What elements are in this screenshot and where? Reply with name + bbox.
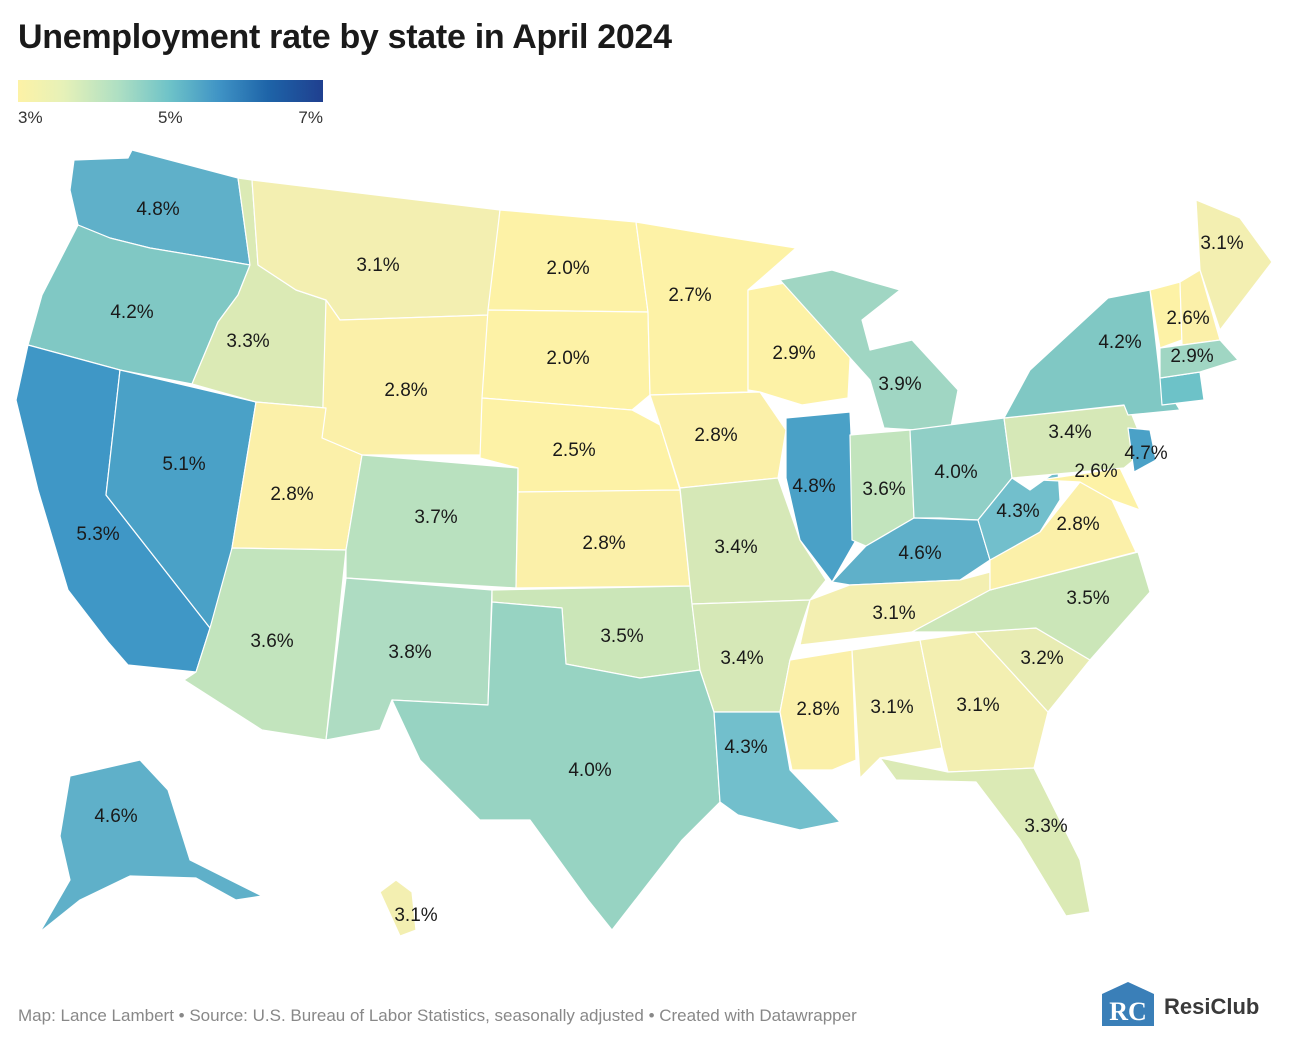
state-label-id: 3.3% [226, 331, 269, 352]
state-hi[interactable] [379, 879, 417, 937]
legend-max-label: 7% [298, 108, 323, 127]
state-label-il: 4.8% [792, 476, 835, 497]
state-label-ia: 2.8% [694, 425, 737, 446]
state-label-nm: 3.8% [388, 642, 431, 663]
state-label-va: 2.8% [1056, 514, 1099, 535]
state-az[interactable] [183, 547, 347, 741]
state-sd[interactable] [481, 309, 651, 411]
state-label-oh: 4.0% [934, 462, 977, 483]
state-label-ak: 4.6% [94, 806, 137, 827]
state-label-in: 3.6% [862, 479, 905, 500]
state-label-or: 4.2% [110, 302, 153, 323]
state-me[interactable] [1195, 199, 1273, 331]
footer-credits: Map: Lance Lambert • Source: U.S. Bureau… [18, 1006, 857, 1025]
state-label-wa: 4.8% [136, 199, 179, 220]
state-label-az: 3.6% [250, 631, 293, 652]
state-label-la: 4.3% [724, 737, 767, 758]
state-fl[interactable] [879, 757, 1091, 917]
state-label-ny: 4.2% [1098, 332, 1141, 353]
state-label-ky: 4.6% [898, 543, 941, 564]
state-label-mi: 3.9% [878, 374, 921, 395]
state-label-mn: 2.7% [668, 285, 711, 306]
state-label-me: 3.1% [1200, 233, 1243, 254]
color-legend: 3% 5% 7% [18, 80, 323, 128]
state-label-ca: 5.3% [76, 524, 119, 545]
state-label-nd: 2.0% [546, 258, 589, 279]
state-co[interactable] [345, 454, 519, 589]
state-ak[interactable] [39, 759, 263, 933]
svg-text:RC: RC [1109, 997, 1147, 1026]
state-nj[interactable] [1127, 427, 1157, 473]
state-label-pa: 3.4% [1048, 422, 1091, 443]
state-label-ms: 2.8% [796, 699, 839, 720]
state-label-wv: 4.3% [996, 501, 1039, 522]
legend-gradient-bar [18, 80, 323, 102]
state-label-ok: 3.5% [600, 626, 643, 647]
state-al[interactable] [851, 639, 943, 779]
state-label-ne: 2.5% [552, 440, 595, 461]
state-label-nc: 3.5% [1066, 588, 1109, 609]
state-label-sd: 2.0% [546, 348, 589, 369]
state-label-mo: 3.4% [714, 537, 757, 558]
state-label-tn: 3.1% [872, 603, 915, 624]
state-mi[interactable] [779, 269, 959, 433]
state-label-hi: 3.1% [394, 905, 437, 926]
state-wy[interactable] [321, 299, 491, 456]
state-wv[interactable] [977, 469, 1061, 561]
state-label-mt: 3.1% [356, 255, 399, 276]
state-label-ks: 2.8% [582, 533, 625, 554]
state-label-tx: 4.0% [568, 760, 611, 781]
state-label-ar: 3.4% [720, 648, 763, 669]
resiclub-logo-icon: RC [1102, 982, 1154, 1026]
state-label-vt: 2.6% [1166, 308, 1209, 329]
state-label-wy: 2.8% [384, 380, 427, 401]
us-state-map: 4.8% 4.2% 5.3% 5.1% 3.3% 3.1% 2.8% 2.8% 3.6% 3.7%… [15, 149, 1273, 937]
resiclub-logo: RC ResiClub [1098, 980, 1278, 1030]
state-label-sc: 3.2% [1020, 648, 1063, 669]
logo-name: ResiClub [1164, 994, 1260, 1019]
state-ma[interactable] [1159, 339, 1239, 379]
state-label-nh: 2.9% [1170, 346, 1213, 367]
legend-mid-label: 5% [158, 108, 183, 127]
legend-min-label: 3% [18, 108, 43, 127]
state-label-al: 3.1% [870, 697, 913, 718]
legend-labels: 3% 5% 7% [18, 108, 323, 128]
state-label-ga: 3.1% [956, 695, 999, 716]
map-title: Unemployment rate by state in April 2024 [18, 18, 672, 56]
state-label-wi: 2.9% [772, 343, 815, 364]
state-label-md: 2.6% [1074, 461, 1117, 482]
state-label-fl: 3.3% [1024, 816, 1067, 837]
state-label-nj: 4.7% [1124, 443, 1167, 464]
state-label-nv: 5.1% [162, 454, 205, 475]
state-label-co: 3.7% [414, 507, 457, 528]
state-label-ut: 2.8% [270, 484, 313, 505]
